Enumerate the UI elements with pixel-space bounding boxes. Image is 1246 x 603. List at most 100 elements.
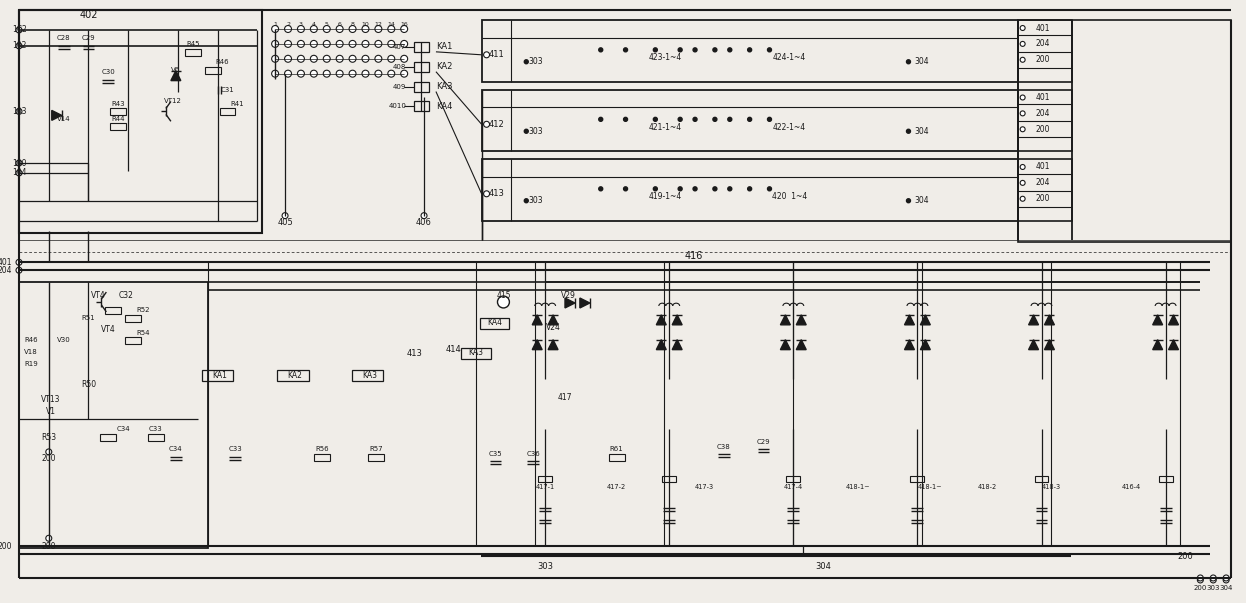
Text: 408: 408: [392, 64, 406, 70]
Bar: [125, 315, 141, 322]
Circle shape: [728, 118, 731, 121]
Text: 1: 1: [273, 22, 277, 27]
Text: R46: R46: [24, 336, 37, 343]
Text: 304: 304: [915, 196, 928, 205]
Polygon shape: [657, 339, 667, 350]
Bar: [414, 62, 429, 72]
Bar: [277, 370, 309, 382]
Circle shape: [16, 27, 22, 33]
Polygon shape: [171, 71, 181, 81]
Circle shape: [483, 52, 490, 58]
Circle shape: [1020, 57, 1025, 62]
Text: C38: C38: [716, 444, 730, 450]
Polygon shape: [905, 339, 915, 350]
Circle shape: [1020, 111, 1025, 116]
Text: R61: R61: [609, 446, 623, 452]
Circle shape: [388, 40, 395, 48]
Text: 417-2: 417-2: [607, 484, 627, 490]
Text: KA3: KA3: [468, 348, 483, 357]
Circle shape: [375, 70, 381, 77]
Circle shape: [336, 55, 343, 62]
Text: 406: 406: [416, 218, 432, 227]
Circle shape: [349, 55, 356, 62]
Bar: [204, 67, 221, 74]
Polygon shape: [1029, 315, 1038, 325]
Bar: [414, 81, 429, 92]
Text: V1: V1: [46, 406, 56, 415]
Text: 2: 2: [287, 22, 290, 27]
Polygon shape: [1153, 339, 1163, 350]
Circle shape: [693, 48, 697, 52]
Polygon shape: [672, 339, 682, 350]
Text: R41: R41: [231, 101, 244, 107]
Text: 204: 204: [1035, 178, 1050, 188]
Text: 6: 6: [338, 22, 341, 27]
Circle shape: [375, 25, 381, 33]
Text: 423-1~4: 423-1~4: [649, 53, 682, 62]
Circle shape: [713, 118, 716, 121]
Bar: [19, 10, 262, 233]
Text: 200: 200: [1194, 585, 1207, 591]
Circle shape: [525, 60, 528, 64]
Bar: [106, 307, 121, 314]
Text: 424-1~4: 424-1~4: [773, 53, 806, 62]
Circle shape: [375, 40, 381, 48]
Text: C28: C28: [57, 35, 71, 41]
Polygon shape: [1029, 339, 1038, 350]
Text: 412: 412: [488, 120, 505, 129]
Polygon shape: [548, 339, 558, 350]
Bar: [219, 109, 235, 115]
Text: 303: 303: [1206, 585, 1220, 591]
Text: 8: 8: [350, 22, 355, 27]
Text: 420  1~4: 420 1~4: [771, 192, 807, 201]
Circle shape: [907, 129, 911, 133]
Text: 1C2: 1C2: [12, 25, 27, 34]
Polygon shape: [1044, 315, 1054, 325]
Circle shape: [653, 187, 658, 191]
Circle shape: [1224, 577, 1229, 583]
Circle shape: [678, 48, 682, 52]
Text: 417-4: 417-4: [784, 484, 802, 490]
Polygon shape: [52, 110, 62, 121]
Bar: [101, 434, 116, 441]
Polygon shape: [1044, 339, 1054, 350]
Circle shape: [388, 55, 395, 62]
Polygon shape: [780, 315, 790, 325]
Circle shape: [1020, 25, 1025, 31]
Circle shape: [323, 55, 330, 62]
Circle shape: [599, 48, 603, 52]
Bar: [482, 90, 1018, 151]
Text: 401: 401: [1035, 24, 1050, 33]
Text: 5: 5: [325, 22, 329, 27]
Text: VT4: VT4: [101, 325, 116, 334]
Text: 200: 200: [41, 541, 56, 551]
Circle shape: [1224, 575, 1229, 581]
Circle shape: [310, 55, 318, 62]
Circle shape: [1197, 575, 1204, 581]
Text: C29: C29: [82, 35, 95, 41]
Text: 419-1~4: 419-1~4: [649, 192, 682, 201]
Circle shape: [401, 40, 407, 48]
Bar: [351, 370, 384, 382]
Text: 200: 200: [1035, 194, 1050, 203]
Text: 4: 4: [312, 22, 315, 27]
Text: 401: 401: [0, 258, 12, 267]
Text: 200: 200: [1035, 55, 1050, 65]
Text: 405: 405: [277, 218, 293, 227]
Polygon shape: [905, 315, 915, 325]
Text: R19: R19: [24, 361, 37, 367]
Circle shape: [497, 296, 510, 308]
Circle shape: [336, 40, 343, 48]
Circle shape: [363, 55, 369, 62]
Polygon shape: [672, 315, 682, 325]
Circle shape: [375, 55, 381, 62]
Circle shape: [1020, 180, 1025, 185]
Text: 413: 413: [406, 349, 422, 358]
Text: V29: V29: [561, 291, 576, 300]
Text: 303: 303: [528, 196, 543, 205]
Circle shape: [678, 118, 682, 121]
Circle shape: [16, 259, 22, 265]
Text: C36: C36: [526, 451, 540, 457]
Text: 304: 304: [1220, 585, 1232, 591]
Circle shape: [1020, 196, 1025, 201]
